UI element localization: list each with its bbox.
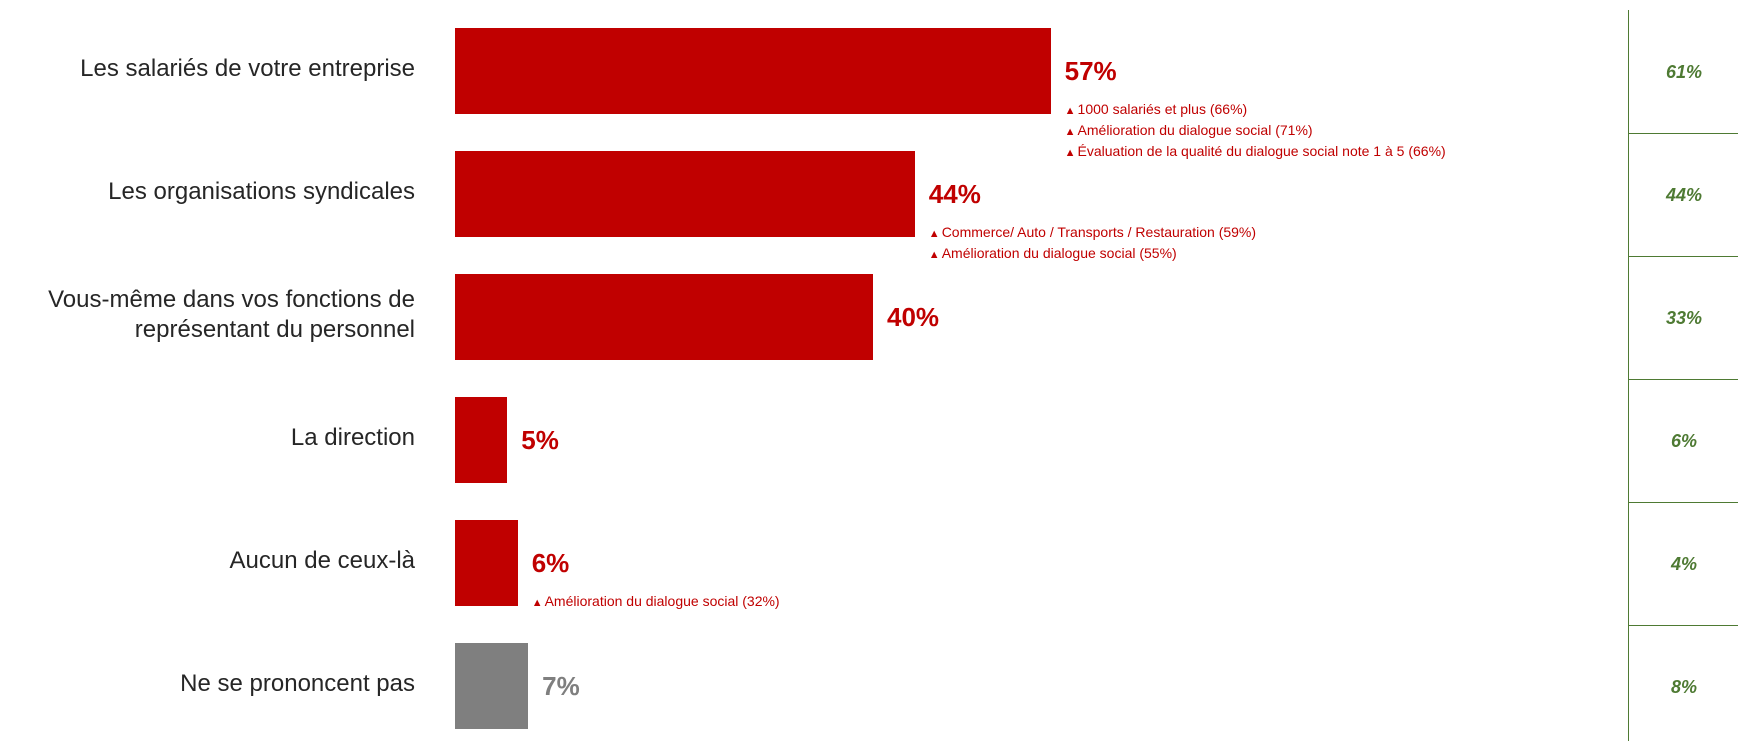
comparison-value: 44% (1665, 184, 1703, 205)
category-label: Les salariés de votre entreprise (80, 55, 415, 82)
triangle-up-icon: ▲ (531, 597, 543, 609)
annotation-text: Amélioration du dialogue social (32%) (544, 593, 780, 609)
triangle-up-icon: ▲ (1064, 147, 1076, 159)
annotation-item: ▲ Amélioration du dialogue social (32%) (532, 592, 780, 613)
comparison-panel: 61% 44% 33% 6% 4% 8% (1628, 10, 1738, 741)
category-label: Ne se prononcent pas (180, 670, 415, 697)
annotation-list: ▲ 1000 salariés et plus (66%) ▲ Amélioratio… (1065, 100, 1446, 163)
annotation-list: ▲ Amélioration du dialogue social (32%) (532, 592, 780, 613)
annotation-item: ▲ Amélioration du dialogue social (71%) (1065, 121, 1446, 142)
comparison-divider (1629, 379, 1738, 380)
annotation-text: Amélioration du dialogue social (55%) (941, 245, 1177, 261)
comparison-divider (1629, 625, 1738, 626)
value-label: 7% (542, 671, 580, 701)
bar (455, 643, 529, 729)
category-label: Vous-même dans vos fonctions de représen… (48, 286, 415, 343)
annotation-text: Amélioration du dialogue social (71%) (1077, 122, 1313, 138)
comparison-value: 8% (1670, 676, 1697, 697)
bar (455, 274, 873, 360)
comparison-value: 61% (1665, 61, 1703, 82)
triangle-up-icon: ▲ (1064, 105, 1076, 117)
bar (455, 520, 518, 606)
bar (455, 28, 1051, 114)
annotation-item: ▲ 1000 salariés et plus (66%) (1065, 100, 1446, 121)
annotation-text: 1000 salariés et plus (66%) (1077, 101, 1248, 117)
category-label: Aucun de ceux-là (229, 547, 415, 574)
value-label: 44% (928, 179, 981, 209)
comparison-divider (1629, 502, 1738, 503)
annotation-text: Évaluation de la qualité du dialogue soc… (1077, 143, 1446, 159)
triangle-up-icon: ▲ (928, 228, 940, 240)
value-label: 57% (1064, 56, 1117, 86)
comparison-value: 33% (1665, 307, 1703, 328)
triangle-up-icon: ▲ (1064, 126, 1076, 138)
category-label: Les organisations syndicales (108, 178, 415, 205)
triangle-up-icon: ▲ (928, 249, 940, 261)
category-label: La direction (290, 424, 415, 451)
bar (455, 397, 508, 483)
comparison-divider (1629, 256, 1738, 257)
annotation-item: ▲ Amélioration du dialogue social (55%) (929, 244, 1256, 265)
comparison-divider (1629, 133, 1738, 134)
annotation-item: ▲ Évaluation de la qualité du dialogue so… (1065, 142, 1446, 163)
value-label: 40% (887, 302, 940, 332)
bar (455, 151, 915, 237)
comparison-value: 6% (1670, 430, 1697, 451)
annotation-text: Commerce/ Auto / Transports / Restaurati… (941, 224, 1257, 240)
annotation-list: ▲ Commerce/ Auto / Transports / Restaurat… (929, 223, 1256, 265)
comparison-value: 4% (1670, 553, 1697, 574)
annotation-item: ▲ Commerce/ Auto / Transports / Restaurat… (929, 223, 1256, 244)
value-label: 5% (521, 425, 559, 455)
value-label: 6% (531, 548, 570, 578)
